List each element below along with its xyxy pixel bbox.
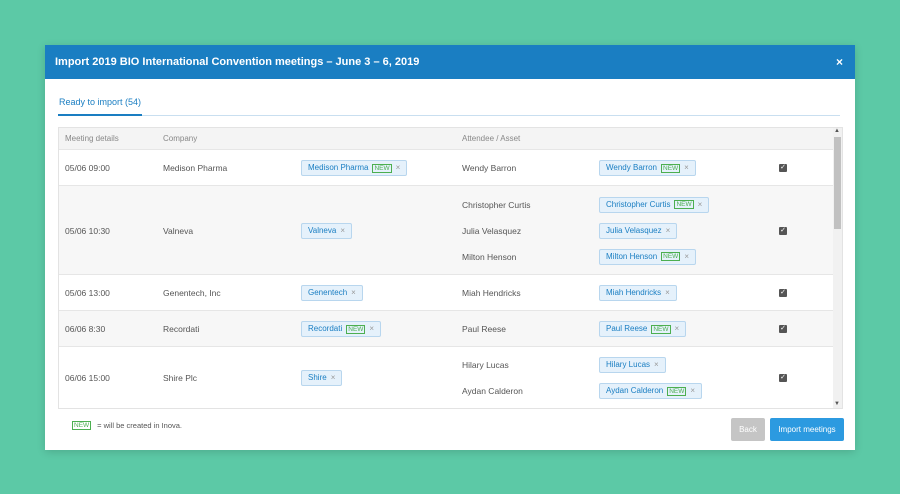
table-row: 05/06 09:00 Medison Pharma Medison Pharma N… (59, 149, 834, 185)
table-row: 06/06 8:30 Recordati Recordati NEW × Paul Ree… (59, 310, 834, 346)
chip-label: Milton Henson (606, 251, 658, 261)
company-chip[interactable]: Valneva × (301, 222, 352, 239)
tab-bar: Ready to import (54) (58, 93, 840, 116)
company-chip[interactable]: Genentech × (301, 285, 363, 301)
remove-chip-icon[interactable]: × (395, 163, 401, 172)
attendee-chip[interactable]: Hilary Lucas × (599, 357, 666, 373)
new-legend: NEW = will be created in Inova. (72, 421, 182, 430)
include-checkbox[interactable]: ✓ (779, 374, 787, 382)
company-name: Genentech, Inc (163, 288, 221, 298)
meeting-time: 06/06 15:00 (65, 373, 110, 383)
close-icon[interactable]: × (835, 55, 843, 69)
attendee-chip[interactable]: Paul Reese NEW × (599, 321, 687, 337)
chip-label: Julia Velasquez (606, 225, 662, 235)
meeting-time: 05/06 10:30 (65, 225, 110, 236)
import-modal: Import 2019 BIO International Convention… (45, 45, 855, 450)
modal-title: Import 2019 BIO International Convention… (55, 56, 420, 68)
meetings-table: Meeting details Company Attendee / Asset… (58, 127, 843, 409)
table-row: 05/06 10:30 Valneva Valneva × Christopher Cu… (59, 185, 834, 274)
new-badge: NEW (667, 386, 687, 396)
new-badge: NEW (372, 163, 392, 173)
attendee-chip[interactable]: Christopher Curtis NEW × (599, 196, 710, 213)
include-checkbox[interactable]: ✓ (779, 164, 787, 172)
include-checkbox[interactable]: ✓ (779, 226, 787, 235)
remove-chip-icon[interactable]: × (665, 225, 671, 235)
back-button[interactable]: Back (731, 418, 765, 441)
new-badge: NEW (674, 200, 694, 209)
company-chip[interactable]: Recordati NEW × (301, 321, 382, 337)
scroll-down-icon[interactable]: ▼ (834, 401, 840, 407)
remove-chip-icon[interactable]: × (684, 251, 689, 261)
chip-label: Valneva (308, 225, 337, 235)
company-name: Medison Pharma (163, 163, 228, 173)
attendee-name: Aydan Calderon (462, 386, 523, 396)
attendee-name: Christopher Curtis (462, 199, 531, 210)
new-badge: NEW (72, 421, 92, 430)
company-name: Valneva (163, 225, 194, 236)
scroll-thumb[interactable] (834, 137, 841, 229)
new-badge: NEW (661, 163, 681, 173)
attendee-chip[interactable]: Wendy Barron NEW × (599, 160, 696, 176)
attendee-name: Milton Henson (462, 251, 517, 262)
attendee-name: Julia Velasquez (462, 225, 522, 236)
scroll-up-icon[interactable]: ▲ (834, 128, 840, 134)
remove-chip-icon[interactable]: × (684, 163, 689, 172)
legend-text: = will be created in Inova. (97, 421, 183, 430)
attendee-chip[interactable]: Julia Velasquez × (599, 222, 678, 239)
meeting-time: 05/06 13:00 (65, 288, 110, 298)
table-row: 05/06 13:00 Genentech, Inc Genentech × Miah … (59, 274, 834, 310)
company-name: Recordati (163, 324, 200, 334)
column-header-company: Company (163, 134, 198, 143)
company-chip[interactable]: Shire × (301, 370, 343, 386)
table-row: 06/06 15:00 Shire Plc Shire × Hilary Lucas Hi… (59, 346, 834, 408)
attendee-name: Miah Hendricks (462, 288, 521, 298)
remove-chip-icon[interactable]: × (674, 324, 680, 333)
remove-chip-icon[interactable]: × (330, 373, 336, 382)
remove-chip-icon[interactable]: × (654, 360, 659, 369)
chip-label: Hilary Lucas (606, 360, 651, 369)
chip-label: Christopher Curtis (606, 199, 671, 209)
attendee-name: Wendy Barron (462, 163, 517, 173)
include-checkbox[interactable]: ✓ (779, 289, 787, 297)
chip-label: Paul Reese (606, 324, 648, 333)
column-header-attendee: Attendee / Asset (462, 134, 521, 143)
chip-label: Medison Pharma (308, 163, 369, 172)
attendee-name: Paul Reese (462, 324, 506, 334)
remove-chip-icon[interactable]: × (369, 324, 375, 333)
attendee-chip[interactable]: Aydan Calderon NEW × (599, 383, 703, 399)
tab-ready-to-import[interactable]: Ready to import (54) (58, 93, 143, 116)
remove-chip-icon[interactable]: × (351, 288, 356, 297)
attendee-name: Hilary Lucas (462, 360, 509, 370)
remove-chip-icon[interactable]: × (697, 199, 703, 209)
chip-label: Shire (308, 373, 327, 382)
column-header-meeting: Meeting details (65, 134, 119, 143)
new-badge: NEW (661, 252, 681, 261)
include-checkbox[interactable]: ✓ (779, 325, 787, 333)
company-chip[interactable]: Medison Pharma NEW × (301, 160, 408, 176)
new-badge: NEW (346, 324, 366, 334)
attendee-chip[interactable]: Miah Hendricks × (599, 285, 677, 301)
attendee-chip[interactable]: Milton Henson NEW × (599, 248, 696, 265)
chip-label: Miah Hendricks (606, 288, 662, 297)
chip-label: Genentech (308, 288, 348, 297)
chip-label: Aydan Calderon (606, 386, 664, 395)
remove-chip-icon[interactable]: × (665, 288, 670, 297)
new-badge: NEW (651, 324, 671, 334)
modal-header: Import 2019 BIO International Convention… (45, 45, 855, 79)
table-header: Meeting details Company Attendee / Asset (59, 128, 834, 149)
remove-chip-icon[interactable]: × (340, 225, 345, 235)
remove-chip-icon[interactable]: × (690, 386, 696, 395)
meeting-time: 05/06 09:00 (65, 163, 110, 173)
chip-label: Wendy Barron (606, 163, 657, 172)
chip-label: Recordati (308, 324, 343, 333)
meeting-time: 06/06 8:30 (65, 324, 106, 334)
import-meetings-button[interactable]: Import meetings (770, 418, 844, 441)
scrollbar[interactable]: ▲ ▼ (833, 128, 842, 408)
company-name: Shire Plc (163, 373, 198, 383)
